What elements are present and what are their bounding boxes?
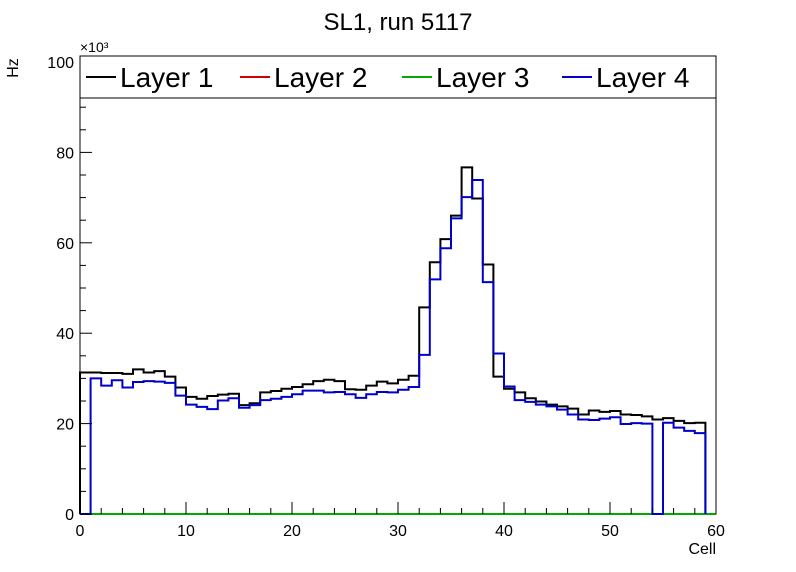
legend-label-2: Layer 2: [274, 62, 367, 93]
y-tick-label: 0: [65, 507, 74, 524]
plot-area: [79, 61, 717, 515]
series-line-1: [79, 166, 707, 514]
series-line-4: [80, 178, 707, 515]
legend-label-4: Layer 4: [596, 62, 689, 93]
y-tick-label: 40: [56, 326, 74, 343]
chart-title: SL1, run 5117: [323, 9, 472, 36]
legend-label-3: Layer 3: [436, 62, 529, 93]
legend-label-1: Layer 1: [120, 62, 213, 93]
y-axis-multiplier: ×10³: [80, 39, 109, 55]
x-tick-label: 50: [601, 523, 619, 540]
x-tick-label: 30: [389, 523, 407, 540]
axes-layer: 0 10 20 30 40 50 60 0 20 40 60 80 100: [47, 55, 725, 540]
legend: Layer 1 Layer 2 Layer 3 Layer 4: [79, 55, 717, 99]
x-tick-label: 20: [283, 523, 301, 540]
y-tick-label: 60: [56, 236, 74, 253]
y-axis-label: Hz: [5, 58, 22, 78]
x-tick-label: 40: [495, 523, 513, 540]
y-tick-label: 80: [56, 145, 74, 162]
x-axis-label: Cell: [688, 541, 716, 558]
x-tick-label: 10: [177, 523, 195, 540]
plot-frame: [79, 61, 717, 515]
y-tick-label: 20: [56, 417, 74, 434]
legend-box: [79, 55, 717, 99]
x-tick-label: 0: [76, 523, 85, 540]
x-tick-label: 60: [707, 523, 725, 540]
y-tick-label: 100: [47, 55, 74, 72]
